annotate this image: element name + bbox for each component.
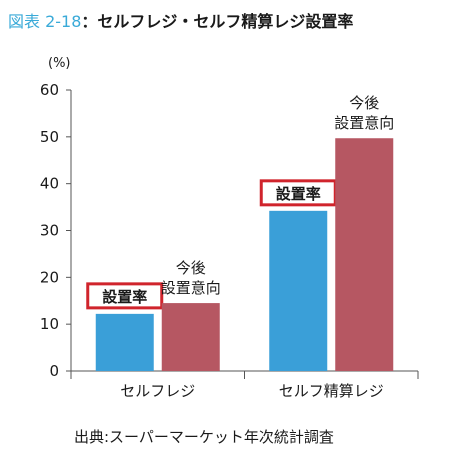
y-tick-label: 0	[49, 362, 59, 380]
y-axis-unit-label: (%)	[48, 56, 71, 71]
series-label-setchiritsu: 設置率	[276, 185, 321, 203]
figure-number: 図表 2-18	[8, 12, 82, 31]
bar-kongo-setchi-ikou	[335, 138, 394, 371]
chart-title: セルフレジ・セルフ精算レジ設置率	[97, 12, 354, 31]
bar-setchiritsu	[269, 210, 328, 371]
title-separator: ：	[81, 12, 98, 31]
series-label-kongo-setchi-ikou: 設置意向	[161, 279, 221, 297]
source-note: 出典:スーパーマーケット年次統計調査	[74, 428, 334, 446]
y-tick-label: 40	[40, 175, 59, 193]
bar-chart: (%)0102030405060セルフレジ設置率今後設置意向セルフ精算レジ設置率…	[40, 56, 419, 400]
series-label-setchiritsu: 設置率	[102, 288, 147, 306]
y-tick-label: 20	[40, 268, 59, 286]
x-category-label: セルフレジ	[120, 382, 195, 400]
bar-kongo-setchi-ikou	[161, 303, 220, 371]
y-tick-label: 10	[40, 315, 59, 333]
y-tick-label: 30	[40, 222, 59, 240]
figure-title: 図表 2-18：セルフレジ・セルフ精算レジ設置率	[8, 8, 353, 32]
bar-setchiritsu	[95, 313, 154, 371]
y-tick-label: 50	[40, 128, 59, 146]
x-category-label: セルフ精算レジ	[279, 382, 384, 400]
series-label-kongo-setchi-ikou: 設置意向	[334, 114, 394, 132]
highlight-box	[86, 282, 164, 310]
series-label-kongo-setchi-ikou: 今後	[176, 259, 206, 277]
series-label-kongo-setchi-ikou: 今後	[349, 94, 379, 112]
y-tick-label: 60	[40, 81, 59, 99]
